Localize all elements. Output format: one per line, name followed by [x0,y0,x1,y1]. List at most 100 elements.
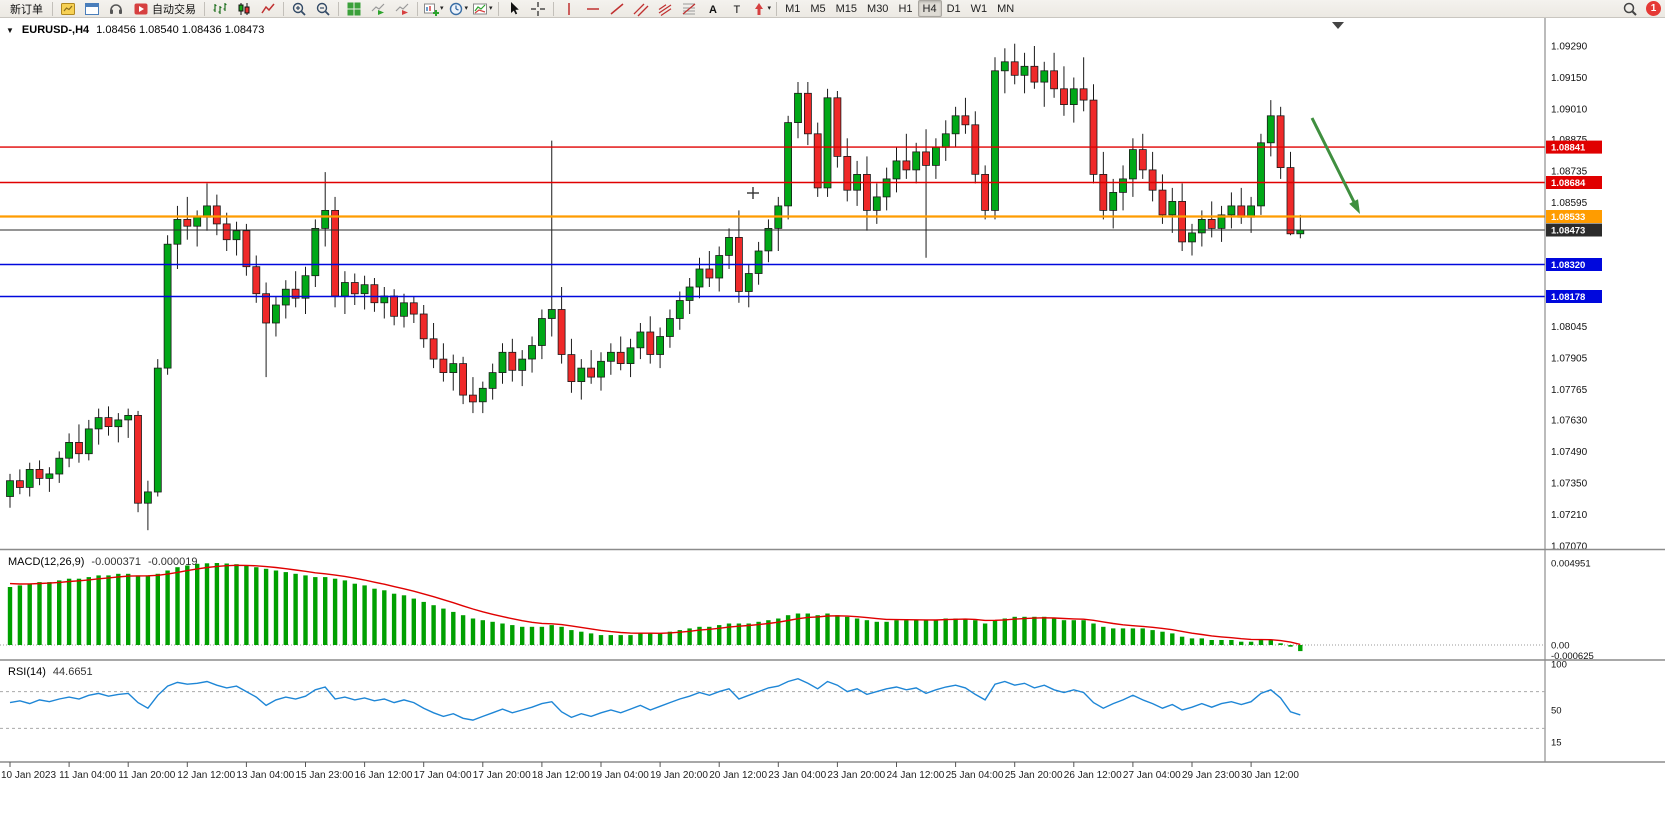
new-chart-button[interactable]: ▾ [421,0,446,18]
chart-shift-marker-icon[interactable] [1332,22,1344,29]
horizontal-line-tool-button[interactable] [581,0,605,18]
candle [1247,196,1255,233]
candle [429,323,438,369]
chart-symbol-period: EURUSD-,H4 [21,24,90,36]
auto-scroll-button[interactable] [366,0,390,18]
data-window-button[interactable] [80,0,104,18]
macd-histogram-bar [480,620,485,645]
macd-histogram-bar [549,625,554,645]
new-order-button[interactable]: 新订单 [10,3,43,16]
timeframe-h4-button[interactable]: H4 [917,0,942,17]
template-button[interactable]: ▾ [470,0,495,18]
candle [84,419,93,461]
macd-histogram-bar [185,565,190,645]
candle [1296,214,1305,239]
line-chart-button[interactable] [256,0,280,18]
candle [449,354,458,391]
zoom-in-button[interactable] [287,0,311,18]
chart-shift-button[interactable] [390,0,414,18]
timeframe-h1-button[interactable]: H1 [898,2,913,15]
macd-histogram-bar [76,578,82,645]
text-tool-button[interactable]: A [701,0,725,18]
auto-scroll-icon [371,3,385,15]
macd-axis-label: 0.004951 [1551,559,1591,570]
price-axis-label: 1.07070 [1551,542,1588,553]
time-axis-label: 27 Jan 04:00 [1123,770,1181,781]
price-axis-label: 1.07905 [1551,353,1588,364]
notification-badge[interactable]: 1 [1646,1,1661,16]
chart-canvas[interactable]: 1.09290 1.09150 1.09010 1.08875 1.08735 1.085… [0,18,1665,830]
candle [439,343,448,382]
periods-button[interactable]: ▾ [446,0,471,18]
macd-histogram-bar [460,615,466,645]
market-watch-button[interactable] [56,0,80,18]
time-axis-label: 16 Jan 12:00 [355,770,413,781]
price-badge: 1.08841 [1546,140,1602,154]
autotrade-button[interactable]: 自动交易 [128,0,201,18]
macd-histogram-bar [1219,640,1224,645]
macd-histogram-bar [116,573,121,645]
timeframe-m30-button[interactable]: M30 [867,2,889,15]
macd-histogram-bar [1120,628,1126,645]
candle [607,343,615,375]
candle [360,275,369,310]
candle [281,280,290,319]
tile-windows-button[interactable] [342,0,366,18]
search-button[interactable] [1618,0,1642,18]
macd-histogram-bar [451,611,456,645]
candle [1257,133,1265,215]
market-watch-icon [61,2,75,15]
channel-tool-button[interactable] [629,0,653,18]
toolbar-separator [417,1,418,16]
cursor-button[interactable] [502,0,526,18]
candle [459,356,468,405]
vertical-line-tool-button[interactable] [557,0,581,18]
macd-histogram-bar [933,620,939,645]
timeframe-m5-button[interactable]: M5 [810,2,826,15]
macd-histogram-bar [175,567,180,645]
candle [390,289,399,326]
candle [715,246,724,292]
pitchfork-tool-button[interactable] [653,0,677,18]
macd-histogram-bar [1091,623,1096,645]
macd-histogram-bar [421,601,426,645]
zoom-out-button[interactable] [311,0,335,18]
time-axis-label: 17 Jan 20:00 [473,770,531,781]
macd-histogram-bar [106,575,111,645]
tile-windows-icon [347,2,361,15]
fibonacci-tool-button[interactable] [677,0,701,18]
timeframe-w1-button[interactable]: W1 [970,2,988,15]
timeframe-mn-button[interactable]: MN [997,2,1015,15]
candle [1020,52,1029,94]
timeframe-m1-button[interactable]: M1 [785,2,801,15]
candlestick-chart-button[interactable] [232,0,256,18]
macd-histogram-bar [224,563,229,645]
support-button[interactable] [104,0,128,18]
macd-histogram-bar [27,583,32,645]
macd-histogram-bar [283,572,288,645]
price-badge: 1.08533 [1546,210,1602,223]
macd-histogram-bar [145,575,151,645]
macd-histogram-bar [1298,645,1303,652]
timeframe-d1-button[interactable]: D1 [946,2,961,15]
timeframe-m15-button[interactable]: M15 [835,2,858,15]
candle [941,120,950,161]
candle [124,408,133,438]
candle [547,140,556,337]
collapse-triangle-icon[interactable]: ▼ [6,25,14,35]
crosshair-button[interactable] [526,0,550,18]
bar-chart-button[interactable] [208,0,232,18]
macd-histogram-bar [667,631,673,645]
candle [587,350,595,384]
time-axis-label: 17 Jan 04:00 [414,770,472,781]
macd-histogram-bar [1209,640,1214,645]
label-tool-button[interactable]: T [725,0,749,18]
arrows-tool-button[interactable]: ▾ [749,0,774,18]
macd-histogram-bar [805,613,810,645]
trend-arrow[interactable] [1310,117,1360,214]
time-axis-label: 11 Jan 04:00 [59,770,117,781]
rsi-line [9,677,1301,721]
candle [478,381,487,414]
macd-histogram-bar [1101,626,1106,645]
trendline-tool-button[interactable] [605,0,629,18]
